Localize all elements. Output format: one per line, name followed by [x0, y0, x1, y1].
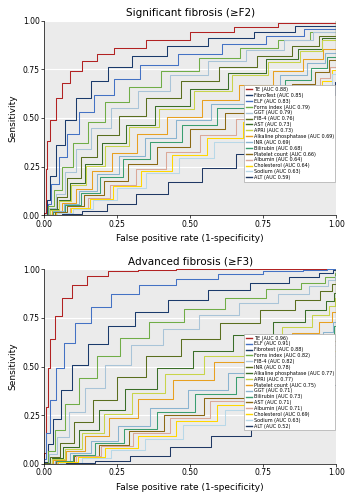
Y-axis label: Sensitivity: Sensitivity	[8, 94, 17, 142]
Title: Advanced fibrosis (≥F3): Advanced fibrosis (≥F3)	[127, 257, 253, 267]
Legend: TE (AUC 0.96), ELF (AUC 0.91), Fibrotest (AUC 0.88), Forns index (AUC 0.82), FIB: TE (AUC 0.96), ELF (AUC 0.91), Fibrotest…	[244, 334, 335, 430]
X-axis label: False positive rate (1-specificity): False positive rate (1-specificity)	[116, 234, 264, 243]
X-axis label: False positive rate (1-specificity): False positive rate (1-specificity)	[116, 482, 264, 492]
Title: Significant fibrosis (≥F2): Significant fibrosis (≥F2)	[126, 8, 255, 18]
Legend: TE (AUC 0.88), FibroTest (AUC 0.85), ELF (AUC 0.83), Forns index (AUC 0.79), GGT: TE (AUC 0.88), FibroTest (AUC 0.85), ELF…	[244, 86, 335, 182]
Y-axis label: Sensitivity: Sensitivity	[8, 342, 17, 390]
